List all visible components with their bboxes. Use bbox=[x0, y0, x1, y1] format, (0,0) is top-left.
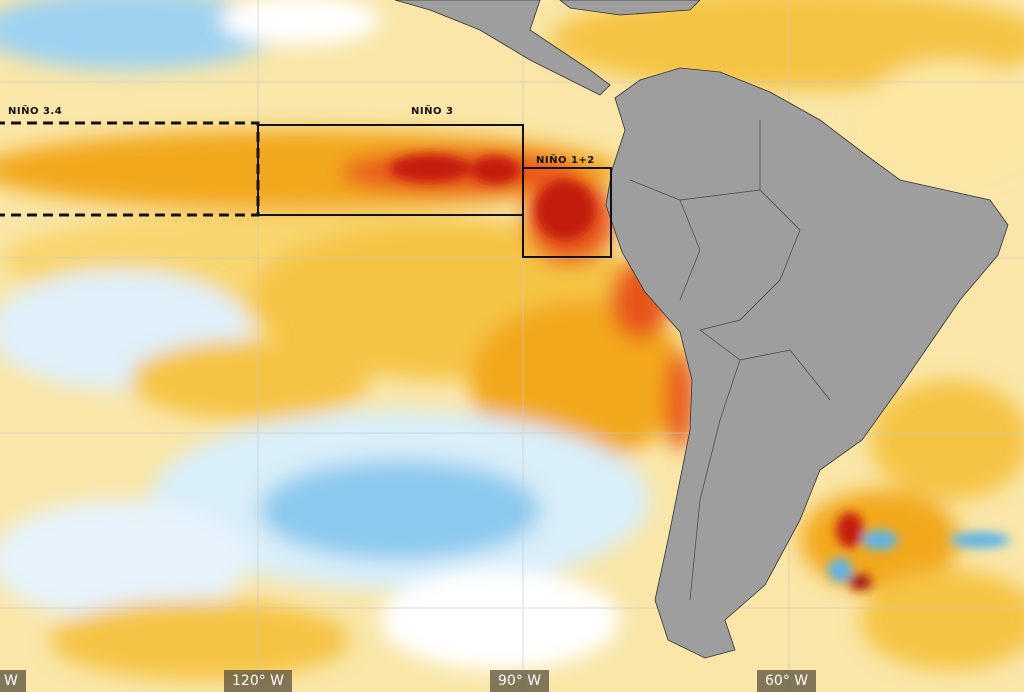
nino-1-2-box bbox=[522, 167, 612, 258]
nino-regions bbox=[0, 121, 612, 258]
longitude-label-90w: 90° W bbox=[490, 670, 550, 692]
caribbean-islands bbox=[559, 0, 701, 16]
country-borders bbox=[629, 120, 831, 601]
longitude-label-120w: 120° W bbox=[224, 670, 293, 692]
hotspots bbox=[390, 154, 1010, 590]
longitude-label-60w: 60° W bbox=[757, 670, 817, 692]
longitude-label-150w: W bbox=[0, 670, 26, 692]
nino-3-4-label: NIÑO 3.4 bbox=[8, 106, 63, 117]
nino-1-2-label: NIÑO 1+2 bbox=[536, 155, 595, 166]
south-america bbox=[605, 67, 1009, 659]
central-america bbox=[394, 0, 611, 96]
land bbox=[394, 0, 1009, 659]
nino-3-label: NIÑO 3 bbox=[411, 106, 454, 117]
